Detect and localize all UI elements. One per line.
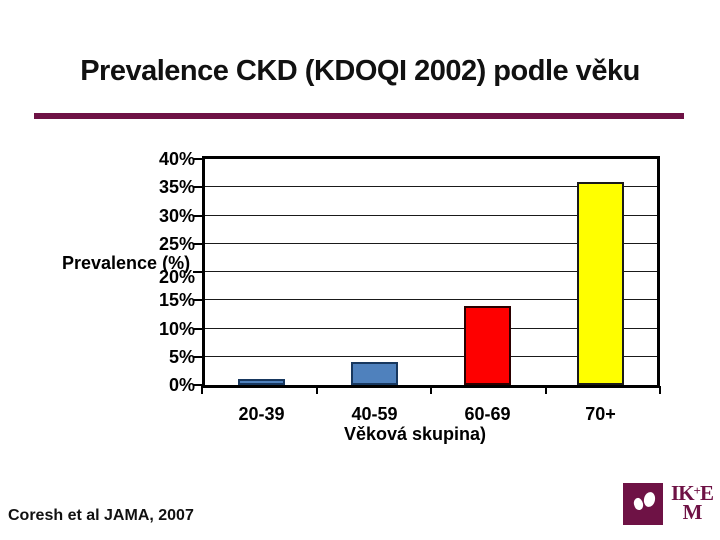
bar-60-69 xyxy=(464,305,511,385)
logo-letter-m: M xyxy=(682,500,703,524)
x-axis-tick-1 xyxy=(315,386,318,394)
y-axis-tick-15 xyxy=(193,299,202,302)
y-axis-label-35: 35% xyxy=(158,177,195,198)
y-axis-tick-20 xyxy=(193,271,202,273)
bar-40-59 xyxy=(351,362,398,385)
y-axis-tick-40 xyxy=(193,158,202,160)
logo-plus-sign: + xyxy=(693,483,701,498)
x-axis-label-20-39: 20-39 xyxy=(238,404,285,424)
ikem-logo-kidneys-icon xyxy=(623,483,663,525)
x-axis-label-60-69: 60-69 xyxy=(464,404,511,424)
x-axis-label-40-59: 40-59 xyxy=(351,404,398,424)
x-axis-tick-3 xyxy=(544,386,547,394)
bar-chart-plot-area xyxy=(202,156,660,388)
y-axis-label-15: 15% xyxy=(158,290,195,311)
x-axis-tick-4 xyxy=(659,386,661,394)
y-axis-tick-30 xyxy=(193,214,202,217)
gridline-30 xyxy=(205,214,657,216)
citation-text: Coresh et al JAMA, 2007 xyxy=(8,507,194,524)
x-axis-label-70+: 70+ xyxy=(585,404,616,424)
y-axis-label-0: 0% xyxy=(168,375,195,395)
kidney-right-icon xyxy=(642,491,657,508)
y-axis-tick-35 xyxy=(193,186,202,189)
x-axis-title: Věková skupina) xyxy=(343,424,487,444)
gridline-25 xyxy=(205,242,657,244)
ikem-logo-text: IK+E M xyxy=(669,481,715,524)
page-title: Prevalence CKD (KDOQI 2002) podle věku xyxy=(80,55,640,87)
y-axis-label-40: 40% xyxy=(158,149,195,169)
y-axis-label-10: 10% xyxy=(158,318,195,339)
y-axis-tick-0 xyxy=(193,384,202,386)
logo-letters-ik: IK xyxy=(671,481,694,505)
y-axis-tick-5 xyxy=(193,355,202,358)
gridline-15 xyxy=(205,299,657,301)
y-axis-tick-10 xyxy=(193,327,202,330)
title-divider xyxy=(34,113,684,119)
bar-20-39 xyxy=(238,379,285,385)
x-axis-tick-0 xyxy=(201,386,203,394)
logo-letter-e: E xyxy=(699,481,714,505)
bar-70+ xyxy=(577,181,624,385)
y-axis-label-30: 30% xyxy=(158,205,195,226)
gridline-5 xyxy=(205,355,657,357)
y-axis-tick-25 xyxy=(193,242,202,245)
y-axis-title: Prevalence (%) xyxy=(62,253,191,273)
gridline-35 xyxy=(205,186,657,188)
y-axis-label-20: 20% xyxy=(158,267,195,287)
y-axis-label-5: 5% xyxy=(168,346,195,367)
gridline-20 xyxy=(205,271,657,272)
y-axis-label-25: 25% xyxy=(158,233,195,254)
gridline-10 xyxy=(205,327,657,329)
x-axis-tick-2 xyxy=(430,386,432,394)
